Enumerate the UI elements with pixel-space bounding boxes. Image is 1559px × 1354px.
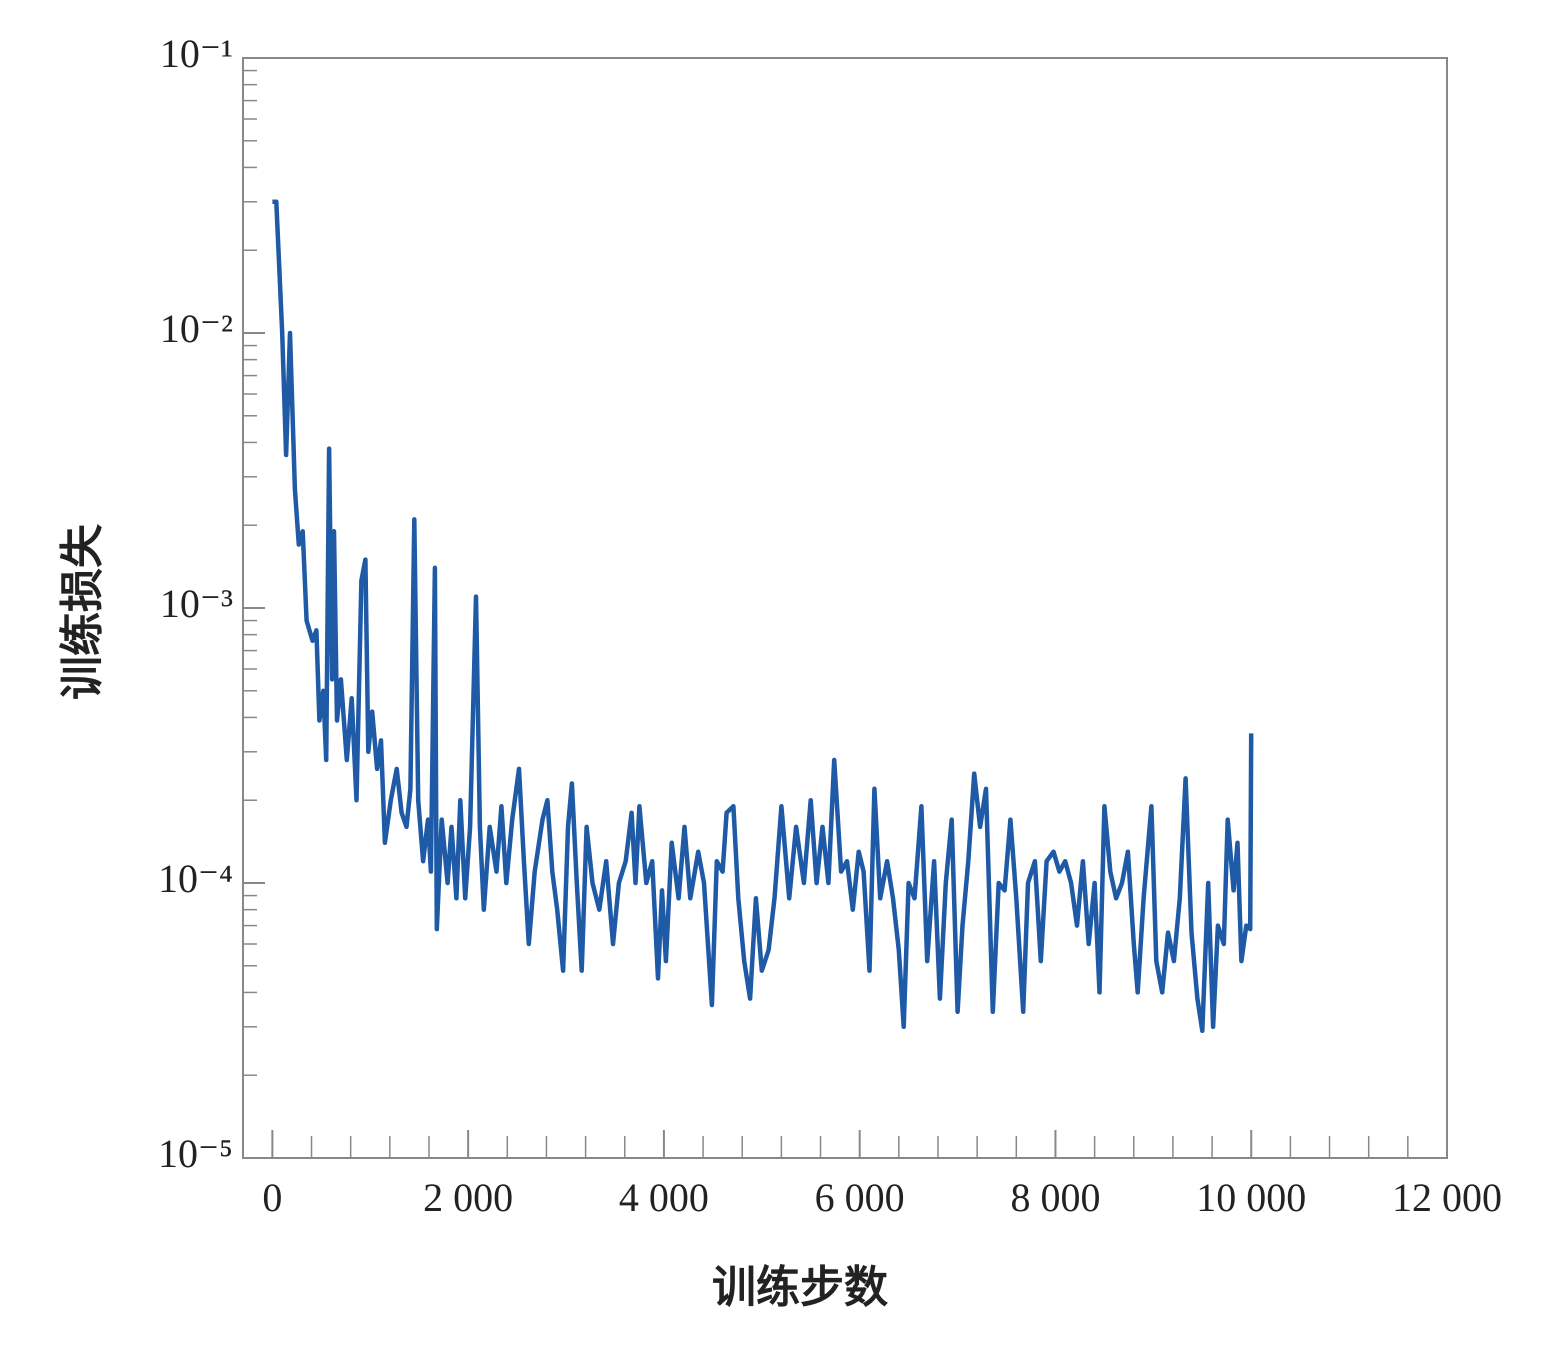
x-tick-label: 0 [262, 1175, 282, 1220]
x-tick-label: 2 000 [423, 1175, 513, 1220]
x-tick-label: 10 000 [1196, 1175, 1306, 1220]
x-tick-label: 4 000 [619, 1175, 709, 1220]
y-tick-label: 10⁻⁴ [158, 856, 233, 901]
y-tick-label: 10⁻² [160, 306, 233, 351]
y-tick-label: 10⁻³ [160, 581, 233, 626]
x-tick-label: 8 000 [1010, 1175, 1100, 1220]
loss-line [272, 199, 1254, 1034]
x-tick-label: 12 000 [1392, 1175, 1502, 1220]
y-tick-label: 10⁻¹ [160, 31, 233, 76]
plot-frame [242, 57, 1448, 1159]
x-tick-label: 6 000 [815, 1175, 905, 1220]
y-tick-label: 10⁻⁵ [158, 1131, 233, 1176]
x-axis-label: 训练步数 [712, 1262, 888, 1313]
y-axis-label: 训练损失 [57, 523, 108, 700]
